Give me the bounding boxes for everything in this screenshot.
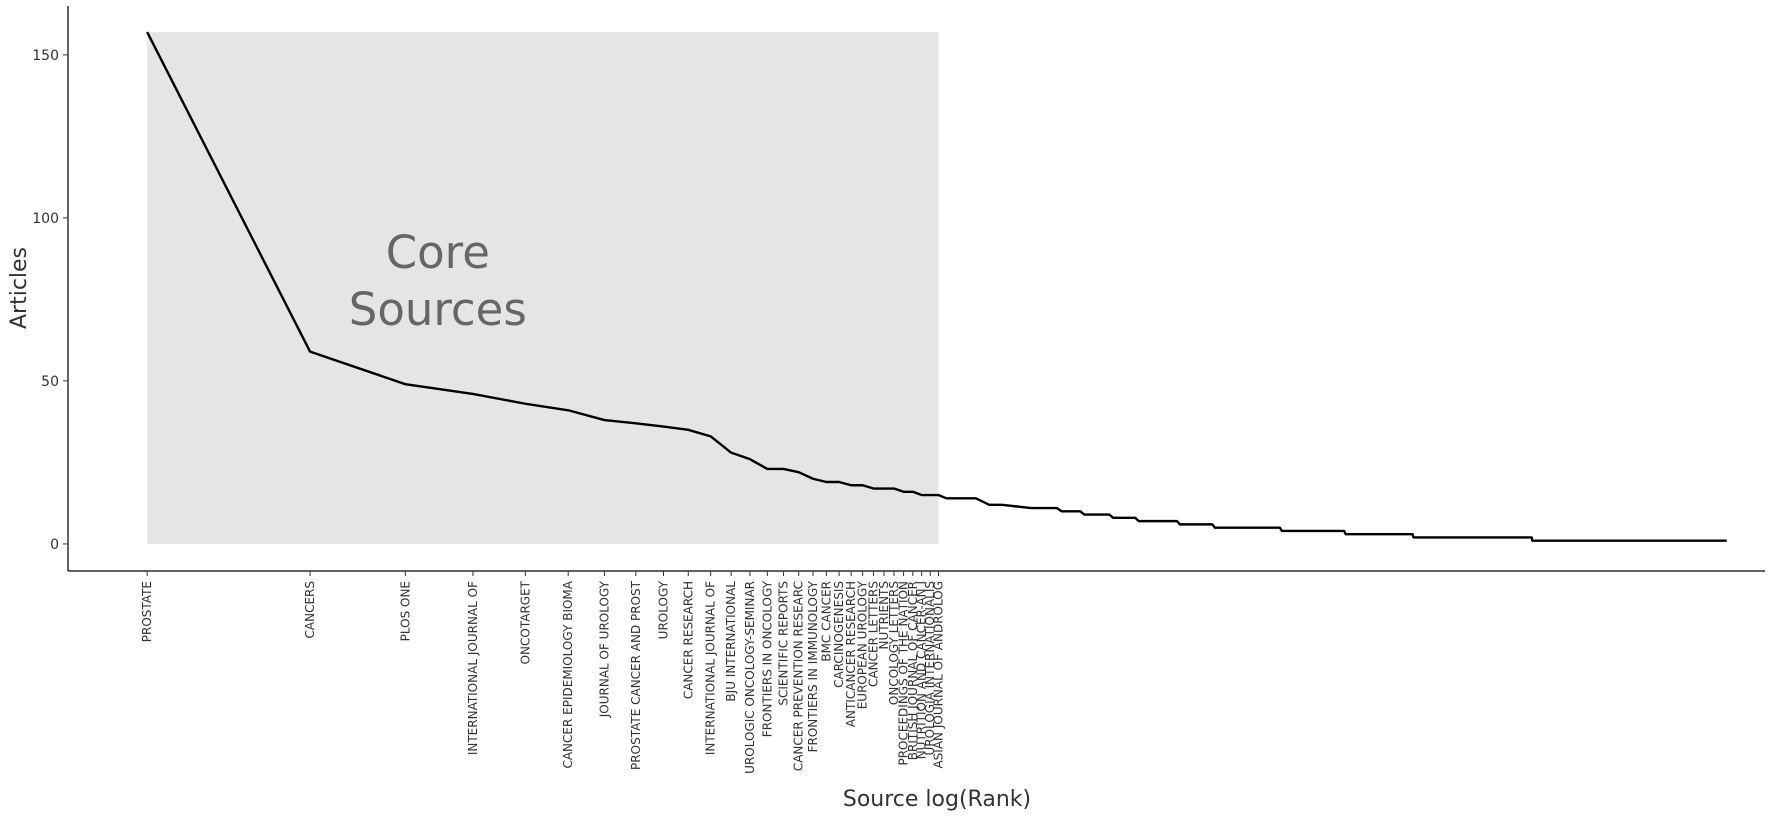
x-tick-label: CARCINOGENESIS <box>832 581 846 688</box>
x-tick-label: ASIAN JOURNAL OF ANDROLOG <box>931 581 945 769</box>
x-tick-label: PLOS ONE <box>398 581 412 641</box>
x-tick-label: UROLOGIC ONCOLOGY-SEMINAR <box>743 581 757 774</box>
x-tick-label: PROSTATE <box>140 581 154 642</box>
x-tick-label: EUROPEAN UROLOGY <box>856 580 870 709</box>
x-tick-label: FRONTIERS IN ONCOLOGY <box>760 580 774 737</box>
x-tick-label: UROLOGIA INTERNATIONALIS <box>923 581 937 756</box>
x-tick-label: BMC CANCER <box>819 581 833 662</box>
x-tick-label: PROSTATE CANCER AND PROST <box>629 580 643 770</box>
x-tick-label: CANCER RESEARCH <box>681 581 695 699</box>
x-tick-label: ANTICANCER RESEARCH <box>844 581 858 727</box>
y-tick-label: 100 <box>32 211 59 227</box>
x-tick-label: CANCERS <box>303 581 317 638</box>
x-tick-label: JOURNAL OF UROLOGY <box>597 580 611 718</box>
x-tick-label: CANCER PREVENTION RESEARC <box>792 581 806 771</box>
x-tick-label: CANCER EPIDEMIOLOGY BIOMA <box>561 580 575 768</box>
y-tick-label: 50 <box>41 374 59 390</box>
x-tick-label: UROLOGY <box>657 580 671 639</box>
x-tick-label: FRONTIERS IN IMMUNOLOGY <box>806 580 820 752</box>
x-tick-label: NUTRIENTS <box>877 581 891 649</box>
x-tick-label: INTERNATIONAL JOURNAL OF <box>704 581 718 755</box>
x-tick-label: BRITISH JOURNAL OF CANCER <box>906 581 920 760</box>
x-tick-label: BJU INTERNATIONAL <box>724 581 738 702</box>
x-axis-label: Source log(Rank) <box>843 787 1031 812</box>
x-tick-label: INTERNATIONAL JOURNAL OF <box>466 581 480 755</box>
x-tick-label: SCIENTIFIC REPORTS <box>777 581 791 706</box>
y-axis-label: Articles <box>7 247 32 329</box>
data-line <box>146 31 1727 542</box>
x-tick-label: CANCER LETTERS <box>867 581 881 687</box>
core-zone <box>147 32 939 544</box>
y-tick-label: 150 <box>32 48 59 64</box>
x-tick-label: ONCOLOGY LETTERS <box>887 581 901 705</box>
x-tick-label: NUTRITION AND CANCER-AN I <box>915 581 929 759</box>
x-tick-label: PROCEEDINGS OF THE NATION <box>897 581 911 766</box>
core-label: Core <box>386 226 490 279</box>
y-tick-label: 0 <box>50 537 59 553</box>
x-tick-label: ONCOTARGET <box>518 580 532 664</box>
core-label: Sources <box>349 283 527 336</box>
